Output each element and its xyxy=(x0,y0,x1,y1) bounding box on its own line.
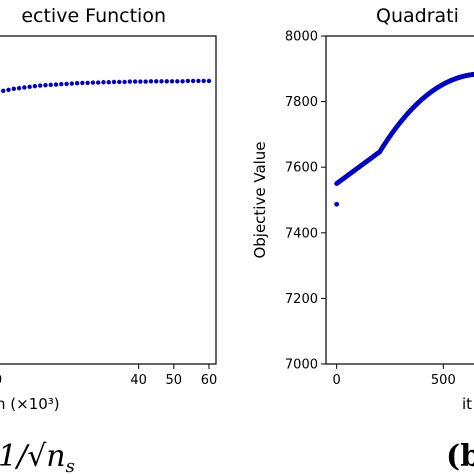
left-data-point xyxy=(132,79,138,84)
left-data-point xyxy=(196,78,201,84)
right-y-tick-label: 7800 xyxy=(285,95,318,110)
left-data-point xyxy=(96,80,101,85)
left-data-point xyxy=(111,79,117,85)
right-data-point xyxy=(334,201,340,207)
left-data-point xyxy=(27,84,32,90)
right-y-tick-label: 7600 xyxy=(285,161,318,176)
left-data-point xyxy=(148,79,154,84)
right-chart-title: Quadrati xyxy=(376,5,459,27)
left-data-point xyxy=(180,79,185,84)
left-caption-main: 1/√n xyxy=(0,439,66,474)
left-chart-title: ective Function xyxy=(21,5,166,27)
left-data-point xyxy=(169,79,175,84)
left-data-point xyxy=(32,83,38,89)
left-data-point xyxy=(206,78,212,84)
left-x-tick-label: 60 xyxy=(201,373,218,388)
left-caption-sub: s xyxy=(66,456,75,474)
right-y-tick-label: 7400 xyxy=(285,226,318,241)
left-data-point xyxy=(201,78,206,84)
left-data-points xyxy=(0,78,212,93)
left-data-point xyxy=(164,79,169,84)
left-data-point xyxy=(159,79,164,84)
left-caption: 1/√ns xyxy=(0,439,75,474)
left-data-point xyxy=(143,79,148,84)
left-data-point xyxy=(185,78,191,84)
left-data-point xyxy=(37,83,43,88)
left-x-tick-label: 40 xyxy=(130,373,147,388)
right-data-points xyxy=(334,71,474,207)
left-x-axis-label: n (×10³) xyxy=(0,395,60,413)
right-y-axis-label: Objective Value xyxy=(251,141,269,258)
right-x-tick-label: 0 xyxy=(333,373,341,388)
left-data-point xyxy=(175,79,180,84)
left-plot-frame xyxy=(0,35,217,365)
left-data-point xyxy=(59,82,64,87)
right-caption: (b xyxy=(446,439,474,474)
left-data-point xyxy=(85,80,90,86)
left-data-point xyxy=(138,79,143,84)
right-x-tick-label: 500 xyxy=(431,373,456,388)
right-y-tick-label: 7200 xyxy=(285,292,318,307)
left-data-point xyxy=(16,85,22,91)
left-data-point xyxy=(127,79,133,84)
right-chart: Quadrati 0 500 7000 7200 7400 7600 7800 8000 O… xyxy=(251,5,474,413)
left-data-point xyxy=(1,88,6,93)
left-x-ticks: 0 40 50 60 xyxy=(0,364,217,388)
left-data-point xyxy=(101,80,106,85)
left-x-tick-label: 0 xyxy=(0,373,2,388)
right-y-tick-label: 8000 xyxy=(285,30,318,45)
left-data-point xyxy=(74,81,80,86)
right-plot-frame xyxy=(325,35,474,365)
left-data-point xyxy=(154,79,159,84)
left-x-tick-label: 50 xyxy=(166,373,183,388)
left-data-point xyxy=(80,80,85,86)
right-x-ticks: 0 500 xyxy=(333,364,456,388)
right-x-axis-label: it xyxy=(462,395,472,413)
left-data-point xyxy=(106,80,111,85)
left-data-point xyxy=(43,83,48,88)
left-data-point xyxy=(6,87,11,92)
left-data-point xyxy=(64,81,69,87)
left-data-point xyxy=(117,79,122,85)
right-y-tick-label: 7000 xyxy=(285,358,318,373)
left-data-point xyxy=(69,81,75,86)
left-data-point xyxy=(48,82,53,88)
left-data-point xyxy=(22,85,27,90)
left-chart: ective Function 0 40 50 60 n (×10³) xyxy=(0,5,217,413)
left-data-point xyxy=(90,80,96,85)
left-data-point xyxy=(122,79,127,85)
left-data-point xyxy=(53,82,59,87)
left-data-point xyxy=(11,86,17,92)
left-data-point xyxy=(190,78,196,84)
right-y-ticks: 7000 7200 7400 7600 7800 8000 xyxy=(285,30,326,373)
